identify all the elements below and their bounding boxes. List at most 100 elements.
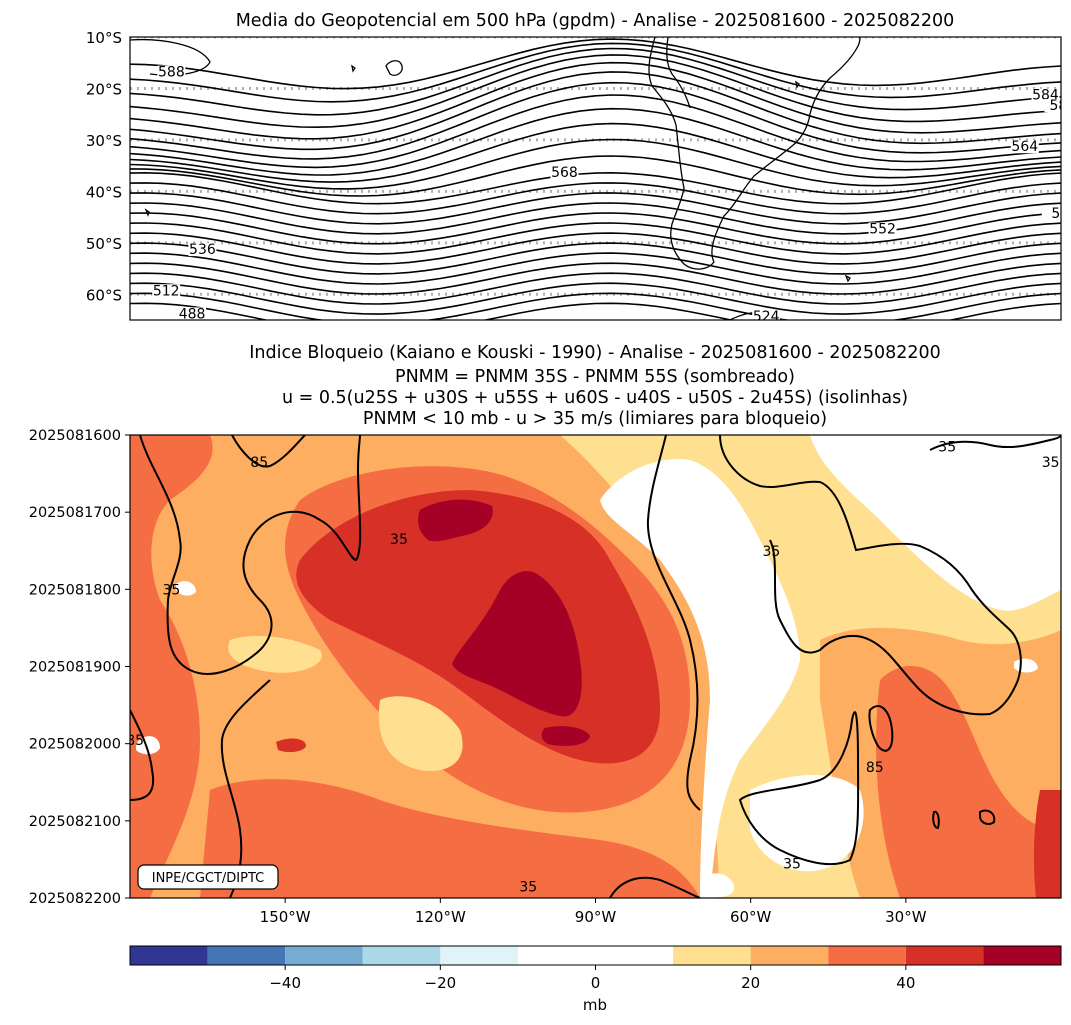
lat-tick-label: 20°S: [86, 80, 122, 98]
geopotential-contour-568: [130, 71, 1061, 151]
u-contour-west-boundary: [139, 435, 362, 675]
contour-label-bg: [1041, 207, 1061, 221]
colorbar-swatch: [130, 946, 208, 965]
geopotential-title: Media do Geopotencial em 500 hPa (gpdm) …: [236, 11, 955, 31]
shading-bin-gt-50-north: [418, 499, 493, 542]
geopotential-contour-504: [130, 262, 1061, 295]
geopotential-contour-536: [130, 182, 1061, 215]
time-tick-label: 2025082200: [29, 891, 121, 907]
south-america-coast: [648, 37, 861, 270]
u-contour-label: 35: [519, 879, 537, 895]
u-contour-southeast-loop: [738, 711, 860, 866]
contour-label: 552: [869, 222, 896, 238]
colorbar-tick-label: −40: [269, 974, 301, 992]
lat-tick-label: 30°S: [86, 132, 122, 150]
pacific-island-1: [385, 60, 403, 76]
u-contour-label: 35: [783, 856, 801, 872]
island-small-2: [144, 208, 150, 217]
contour-label-bg: [152, 284, 181, 298]
u-contour-label: 35: [390, 532, 408, 548]
contour-label-bg: [550, 165, 579, 179]
geopotential-contour-532: [130, 192, 1061, 225]
lon-tick-label: 120°W: [415, 908, 466, 926]
geopotential-contour-576: [130, 54, 1061, 129]
shading-bin-10-20-patch-1: [378, 696, 463, 771]
lat-tick-label: 10°S: [86, 29, 122, 47]
geopotential-contour-588: [130, 38, 1061, 90]
u-contour-southeast-small-3: [932, 810, 940, 830]
lon-tick-label: 90°W: [575, 908, 617, 926]
island-small-4: [795, 80, 800, 89]
time-tick-label: 2025081900: [29, 660, 121, 676]
shading-bin-gt-50-center: [452, 571, 582, 717]
u-contour-label: 35: [1042, 455, 1060, 471]
geopotential-contour-516: [130, 232, 1061, 265]
geopotential-contour-544: [130, 155, 1061, 197]
time-tick-label: 2025081700: [29, 505, 121, 521]
latitude-tick-labels: 10°S 20°S 30°S 40°S 50°S 60°S: [86, 29, 122, 304]
colorbar: −40 −20 0 20 40 mb: [129, 945, 1062, 1014]
contour-label: 5: [1051, 206, 1060, 222]
contour-label: 564: [1011, 139, 1038, 155]
watermark-text: INPE/CGCT/DIPTC: [152, 871, 264, 886]
u-contour-label: 85: [250, 455, 268, 471]
colorbar-swatch: [750, 946, 829, 965]
geopotential-contour-540: [130, 171, 1061, 205]
island-small-1: [351, 64, 356, 73]
blocking-title-line-2: PNMM = PNMM 35S - PNMM 55S (sombreado): [395, 367, 795, 387]
geopotential-panel: Media do Geopotencial em 500 hPa (gpdm) …: [86, 11, 1062, 321]
u-contour-label: 35: [762, 544, 780, 560]
time-tick-label: 2025082100: [29, 814, 121, 830]
blocking-title-line-3: u = 0.5(u25S + u30S + u55S + u60S - u40S…: [282, 388, 908, 408]
shading-bin-40-50-patch-east: [1033, 790, 1061, 898]
u-contour-north-loop: [231, 435, 306, 468]
shading-bin-30-40-west: [130, 435, 213, 898]
colorbar-tick-label: −20: [425, 974, 457, 992]
geopotential-contours: [130, 38, 1061, 320]
lat-tick-label: 60°S: [86, 286, 122, 304]
colorbar-swatch: [828, 946, 906, 965]
u-contour-northwest: [130, 709, 155, 801]
colorbar-tick-label: 40: [896, 974, 915, 992]
colorbar-tick-label: 0: [591, 974, 601, 992]
geopotential-contour-488: [130, 302, 1061, 320]
geopotential-contour-580: [130, 47, 1061, 116]
colorbar-label: mb: [583, 996, 607, 1014]
geopotential-contour-548: [130, 138, 1061, 190]
geopotential-map-frame: [129, 36, 1062, 321]
colorbar-swatches: [130, 946, 1061, 965]
u-contour-label: 35: [162, 582, 180, 598]
geopotential-contour-524: [130, 212, 1061, 245]
contour-label-bg: [178, 307, 207, 320]
u-contour-label: 85: [126, 733, 144, 749]
colorbar-tick-label: 20: [741, 974, 760, 992]
u-contour-east-main: [719, 435, 1022, 716]
island-small-3: [844, 274, 851, 283]
blocking-title-line-4: PNMM < 10 mb - u > 35 m/s (limiares para…: [363, 409, 827, 429]
longitude-tick-labels: 150°W 120°W 90°W 60°W 30°W: [260, 898, 927, 926]
contour-label-bg: [752, 310, 781, 320]
u-contour-southeast-small-2: [979, 809, 996, 825]
geopotential-contour-492: [130, 292, 1061, 320]
time-tick-label: 2025081800: [29, 582, 121, 598]
u-contour-label: 35: [938, 440, 956, 456]
geopotential-contour-512: [130, 242, 1061, 275]
u-contour-east-loop: [646, 435, 701, 811]
lon-tick-label: 150°W: [260, 908, 311, 926]
lat-tick-label: 40°S: [86, 183, 122, 201]
shading-bin-neutral-central: [600, 459, 800, 898]
contour-label-bg: [1031, 88, 1060, 102]
contour-label-bg: [188, 243, 217, 257]
geopotential-contour-560: [130, 94, 1061, 169]
shading-bin-neutral-south: [750, 775, 864, 872]
contour-label: 512: [153, 283, 180, 299]
shading-bin-10-20-patch-2: [228, 635, 322, 673]
contour-label-bg: [157, 65, 186, 79]
u-contour-south-loop: [609, 876, 701, 898]
lat-tick-label: 50°S: [86, 235, 122, 253]
contour-label: 568: [551, 165, 578, 181]
geopotential-contour-500: [130, 272, 1061, 305]
geopotential-contour-520: [130, 222, 1061, 255]
shading-bin-30-40-south: [200, 779, 700, 898]
